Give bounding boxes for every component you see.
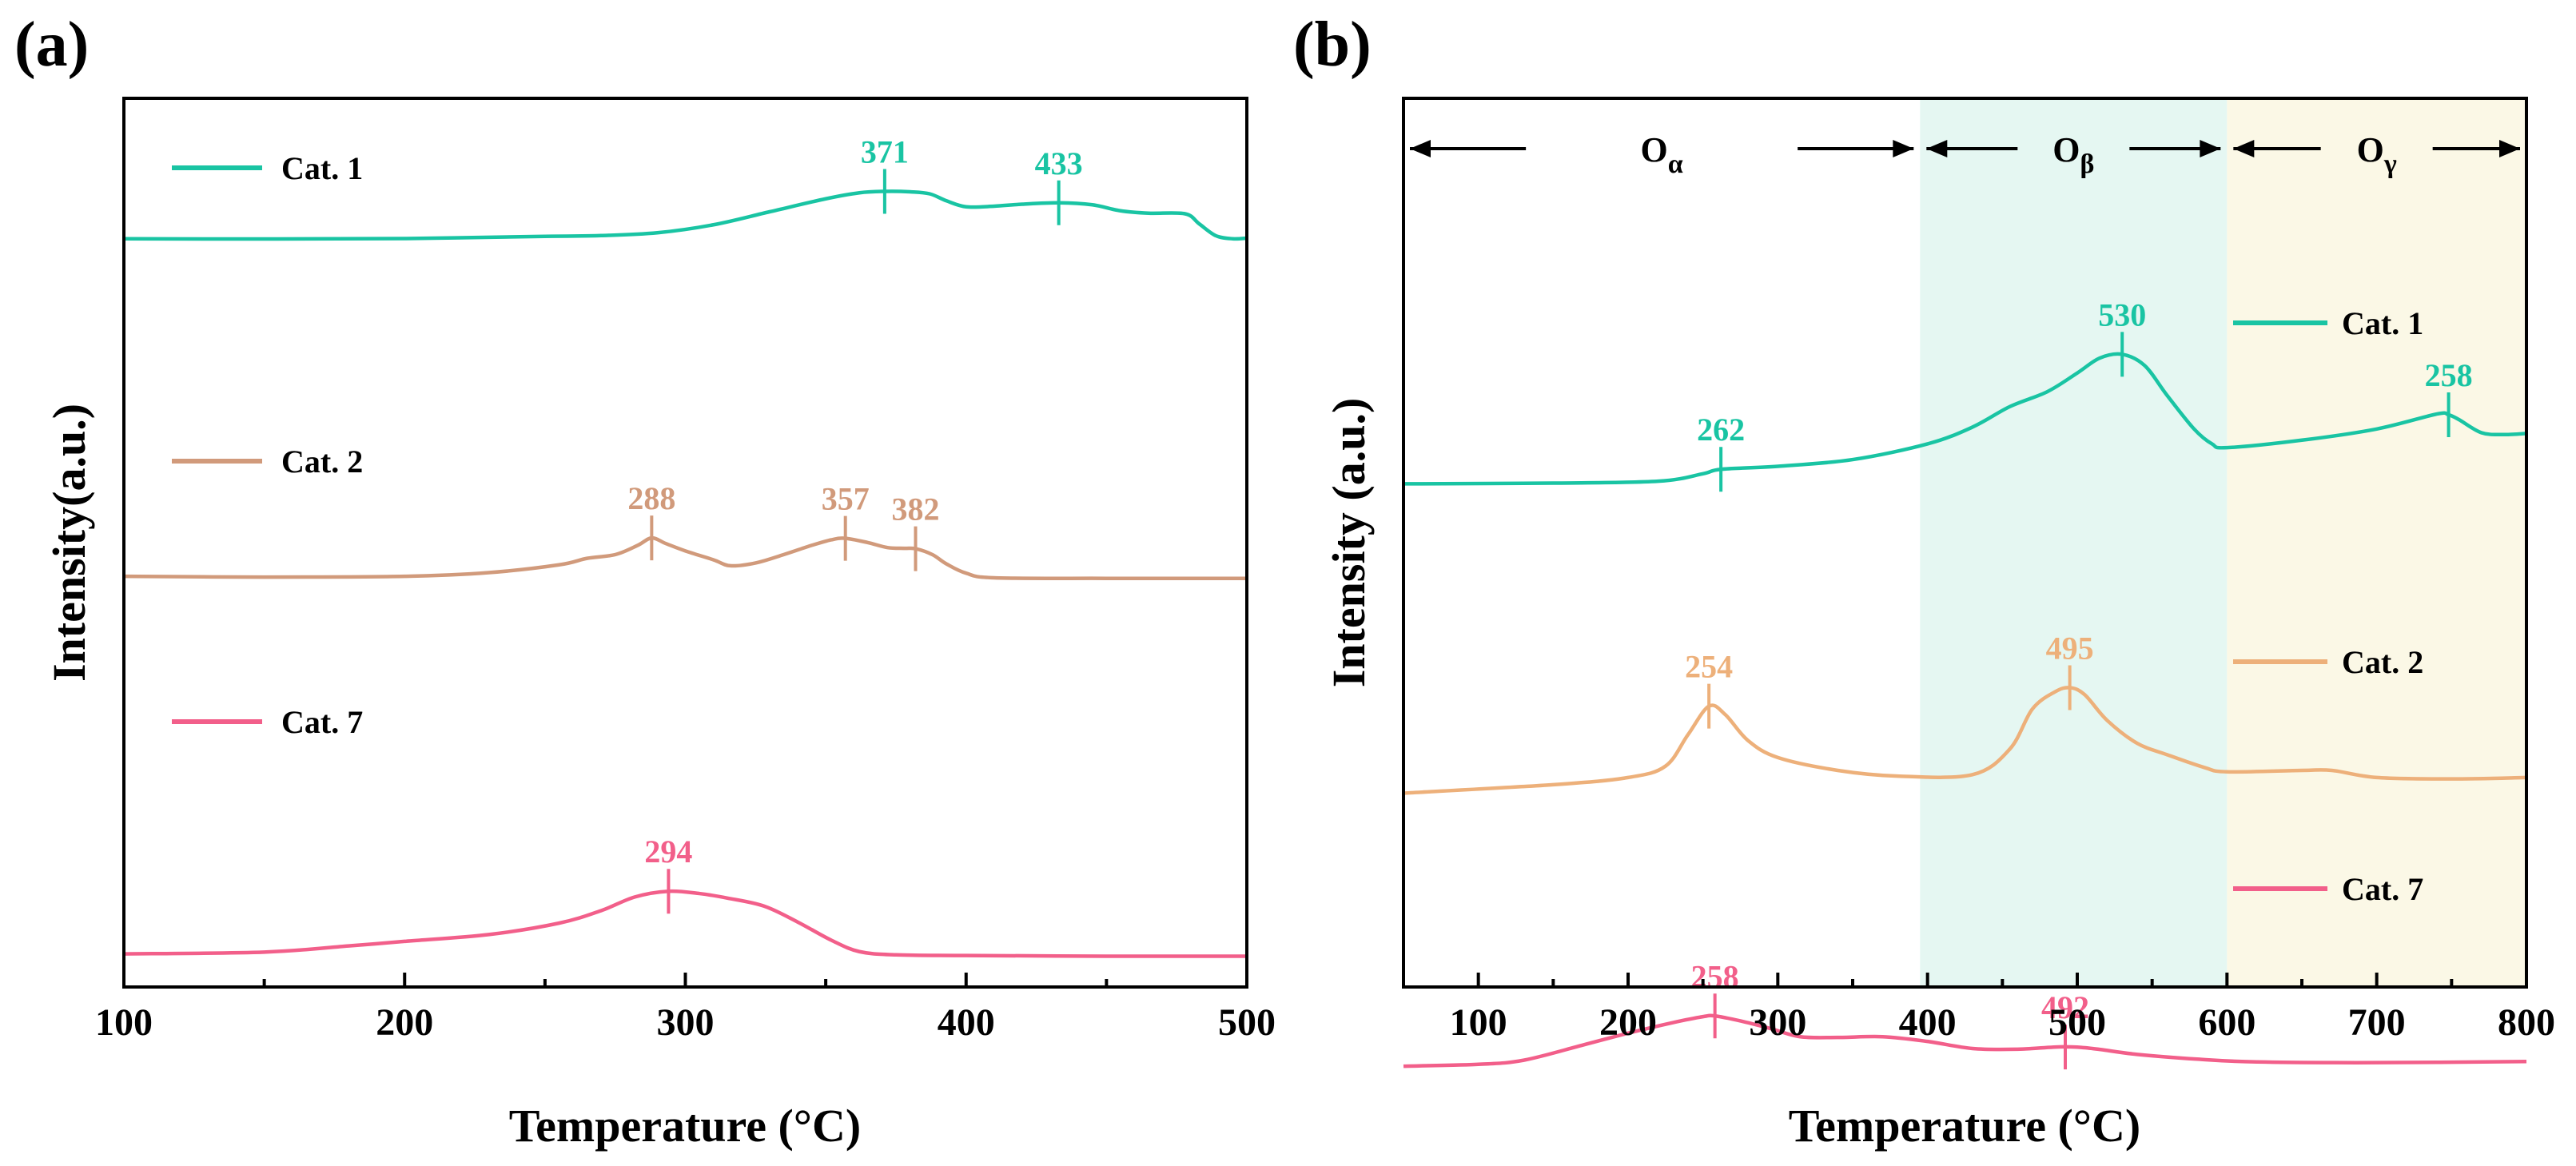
- x-tick-label: 300: [1749, 1001, 1806, 1044]
- region-arrowhead-right-1: [2200, 140, 2221, 157]
- x-tick-label: 300: [657, 1001, 715, 1044]
- panel-b-series-group: 262 530 258 254 495 258 492: [1403, 296, 2527, 1070]
- series-line-cat-2: [1403, 686, 2527, 795]
- x-tick-label: 400: [938, 1001, 995, 1044]
- panel-a-legend: Cat. 1 Cat. 2 Cat. 7: [172, 150, 363, 740]
- x-tick-label: 700: [2348, 1001, 2406, 1044]
- panel-a-label: (a): [14, 10, 89, 80]
- panel-a-y-axis-title: Intensity(a.u.): [43, 404, 95, 682]
- series-line-cat-7: [1403, 1013, 2527, 1069]
- peak-label: 258: [1691, 958, 1739, 994]
- panel-a-x-ticks: 100 200 300 400 500: [95, 973, 1276, 1044]
- region-arrowhead-left-0: [1410, 140, 1431, 157]
- series-line-cat-7: [123, 889, 1248, 958]
- panel-b-x-ticks: 100 200 300 400 500 600 700 800: [1402, 973, 2555, 1044]
- legend-label: Cat. 7: [2342, 871, 2423, 907]
- peak-label: 495: [2046, 630, 2094, 666]
- legend-label: Cat. 7: [281, 704, 363, 740]
- panel-b: (b) Oα Oβ Oγ 262 530 258 254 495 258 492 100 200 3…: [1293, 10, 2555, 1152]
- panel-a: (a) 371 433 288 357 382 294 100 200 300 400 500 C…: [14, 10, 1276, 1152]
- series-line-cat-1: [1403, 352, 2527, 486]
- x-tick-label: 100: [95, 1001, 153, 1044]
- legend-label: Cat. 1: [281, 150, 363, 186]
- region-arrowhead-left-1: [1926, 140, 1948, 157]
- series-line-cat-2: [123, 535, 1248, 580]
- region-bg-0: [1403, 98, 1921, 987]
- x-tick-label: 400: [1899, 1001, 1957, 1044]
- region-arrowhead-right-0: [1893, 140, 1914, 157]
- peak-label: 371: [861, 134, 909, 170]
- x-tick-label: 200: [376, 1001, 433, 1044]
- region-bg-2: [2227, 98, 2526, 987]
- region-label-0: Oα: [1641, 130, 1683, 179]
- legend-label: Cat. 2: [2342, 644, 2423, 680]
- legend-label: Cat. 1: [2342, 305, 2423, 341]
- peak-label: 357: [822, 481, 870, 517]
- x-tick-label: 600: [2198, 1001, 2255, 1044]
- panel-a-series-group: 371 433 288 357 382 294: [123, 134, 1248, 958]
- peak-label: 294: [644, 834, 692, 870]
- region-arrowhead-left-2: [2233, 140, 2255, 157]
- panel-b-regions: Oα Oβ Oγ: [1403, 98, 2526, 987]
- series-line-cat-1: [123, 189, 1248, 241]
- region-bg-1: [1920, 98, 2228, 987]
- panel-b-label: (b): [1293, 10, 1372, 80]
- peak-label: 492: [2041, 989, 2089, 1025]
- x-tick-label: 500: [2048, 1001, 2106, 1044]
- peak-label: 262: [1697, 412, 1745, 448]
- peak-label: 288: [627, 480, 675, 516]
- x-tick-label: 200: [1599, 1001, 1657, 1044]
- x-tick-label: 800: [2498, 1001, 2555, 1044]
- legend-label: Cat. 2: [281, 444, 363, 480]
- peak-label: 254: [1685, 649, 1733, 685]
- region-label-1: Oβ: [2052, 130, 2094, 179]
- peak-label: 258: [2425, 357, 2473, 393]
- panel-b-x-axis-title: Temperature (°C): [1789, 1100, 2140, 1152]
- region-label-2: Oγ: [2357, 130, 2397, 179]
- panel-b-frame: [1402, 97, 2528, 989]
- region-arrowhead-right-2: [2499, 140, 2520, 157]
- x-tick-label: 100: [1450, 1001, 1507, 1044]
- panel-b-legend: Cat. 1 Cat. 2 Cat. 7: [2233, 305, 2423, 907]
- panel-a-x-axis-title: Temperature (°C): [509, 1100, 861, 1152]
- x-tick-label: 500: [1218, 1001, 1276, 1044]
- peak-label: 530: [2098, 296, 2146, 332]
- panel-b-y-axis-title: Intensity (a.u.): [1323, 398, 1375, 688]
- peak-label: 382: [892, 491, 940, 527]
- peak-label: 433: [1035, 145, 1083, 181]
